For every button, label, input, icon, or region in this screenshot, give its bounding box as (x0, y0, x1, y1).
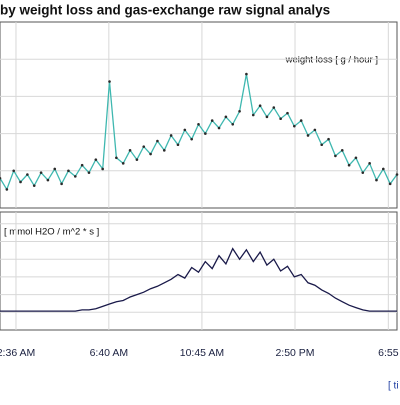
data-point (169, 134, 173, 137)
data-point (32, 184, 36, 187)
data-point (306, 134, 310, 137)
data-point (67, 169, 70, 173)
data-point (183, 128, 187, 132)
data-point (149, 152, 152, 156)
data-point (142, 145, 146, 148)
data-point (80, 163, 84, 167)
data-point (361, 171, 365, 174)
data-point (87, 171, 91, 174)
x-tick-label: 6:40 AM (90, 347, 129, 359)
data-point (258, 104, 262, 107)
data-point (39, 171, 43, 174)
data-point (156, 139, 159, 143)
chart-title: by weight loss and gas-exchange raw sign… (0, 3, 330, 18)
data-point (94, 158, 98, 161)
data-point (19, 180, 22, 184)
data-point (368, 162, 371, 165)
data-point (272, 106, 276, 109)
upper-frame (0, 21, 398, 209)
data-point (245, 72, 248, 76)
data-point (375, 178, 378, 182)
data-point (162, 149, 166, 152)
data-point (46, 178, 50, 182)
data-point (347, 163, 351, 167)
data-point (286, 111, 289, 115)
data-point (293, 124, 296, 128)
y-axis-label: weight loss [ g / hour ] (285, 55, 378, 66)
data-point (279, 117, 282, 121)
x-tick-label: 2:36 AM (0, 347, 35, 359)
data-point (320, 143, 324, 147)
x-axis-label: [ ti (388, 381, 399, 392)
data-point (60, 182, 63, 186)
data-point (251, 113, 255, 117)
data-point (12, 169, 15, 173)
data-point (115, 156, 118, 160)
data-point (53, 167, 57, 171)
data-point (395, 173, 399, 176)
data-point (340, 149, 344, 152)
x-tick-label: 2:50 PM (275, 347, 314, 359)
data-point (135, 158, 139, 161)
data-line (0, 73, 398, 191)
data-point (382, 167, 385, 171)
data-point (224, 115, 228, 119)
data-point (231, 123, 235, 126)
data-point (238, 109, 241, 113)
data-point (217, 126, 221, 130)
data-point (190, 137, 193, 141)
data-point (210, 119, 214, 122)
data-point (265, 115, 269, 119)
data-point (108, 80, 111, 83)
x-tick-label: 6:55 (378, 347, 399, 359)
data-point (334, 154, 337, 158)
data-point (26, 173, 29, 176)
data-point (299, 119, 303, 122)
x-tick-label: 10:45 AM (180, 347, 224, 359)
data-point (73, 175, 77, 178)
data-point (101, 167, 104, 171)
lower-frame (0, 211, 398, 331)
data-point (327, 137, 330, 141)
data-point (204, 132, 207, 135)
data-point (388, 182, 392, 186)
data-point (176, 143, 180, 147)
data-point (197, 123, 200, 126)
data-point (128, 149, 132, 152)
data-point (313, 128, 317, 132)
data-line (0, 247, 397, 312)
data-point (354, 156, 358, 160)
data-point (5, 188, 9, 191)
y-axis-label: [ mmol H2O / m^2 * s ] (4, 227, 99, 238)
data-point (121, 162, 125, 165)
data-point (0, 176, 2, 180)
